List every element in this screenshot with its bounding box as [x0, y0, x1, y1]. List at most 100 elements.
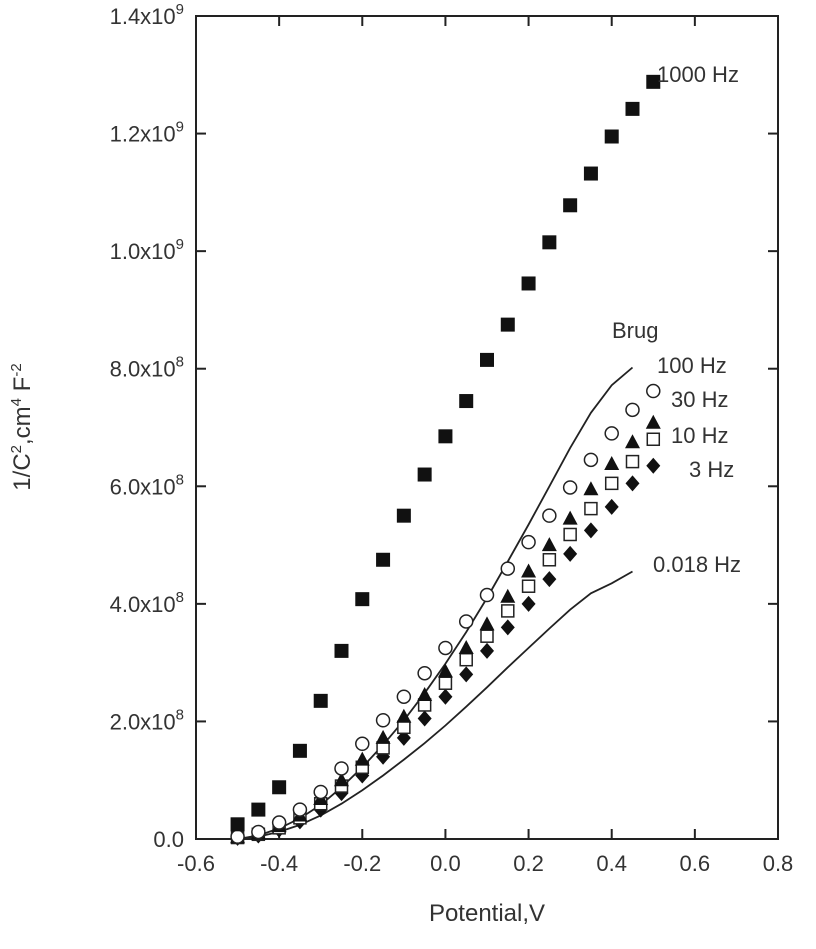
data-point-100-hz — [271, 815, 287, 830]
x-tick-label: -0.2 — [343, 851, 381, 876]
y-tick-mantissa: 1.0x10 — [110, 239, 176, 264]
data-point-30-hz — [417, 686, 433, 701]
data-point-1000-hz — [583, 166, 598, 181]
x-tick-label: 0.2 — [513, 851, 544, 876]
data-point-3-hz — [480, 642, 494, 659]
data-point-100-hz — [396, 689, 412, 704]
data-point-10-hz — [646, 432, 661, 447]
data-point-10-hz — [542, 553, 557, 567]
y-tick-exponent: 8 — [176, 354, 184, 371]
data-point-3-hz — [417, 710, 432, 727]
data-point-100-hz — [646, 383, 661, 399]
y-tick-exponent: 8 — [176, 589, 184, 606]
fit-curves — [237, 366, 634, 840]
y-tick-mantissa: 1.2x10 — [110, 122, 176, 147]
data-point-10-hz — [584, 501, 598, 516]
data-point-1000-hz — [438, 429, 453, 444]
x-tick-label: -0.6 — [177, 851, 215, 876]
data-point-30-hz — [645, 414, 661, 429]
label-10-hz: 10 Hz — [671, 423, 728, 448]
data-point-10-hz — [604, 476, 619, 491]
data-point-30-hz — [437, 663, 453, 678]
data-point-30-hz — [604, 455, 620, 470]
data-point-10-hz — [501, 604, 515, 618]
data-point-100-hz — [479, 587, 495, 603]
y-axis-ticks: 0.02.0x1084.0x1086.0x1088.0x1081.0x1091.… — [110, 1, 778, 852]
data-point-100-hz — [417, 665, 432, 681]
data-point-30-hz — [562, 510, 578, 525]
y-tick-label: 1.4x109 — [110, 1, 184, 29]
y-tick-exponent: 9 — [176, 1, 184, 18]
data-point-3-hz — [438, 688, 453, 705]
data-point-100-hz — [355, 736, 370, 752]
data-point-1000-hz — [646, 74, 661, 89]
data-point-30-hz — [500, 588, 516, 603]
data-point-30-hz — [458, 639, 474, 654]
data-point-30-hz — [375, 729, 391, 744]
data-point-1000-hz — [459, 394, 474, 409]
data-point-100-hz — [438, 640, 453, 656]
data-point-10-hz — [563, 527, 577, 542]
label-100-hz: 100 Hz — [657, 353, 727, 378]
y-axis-title-mid: ,cm — [9, 406, 36, 445]
data-point-100-hz — [500, 561, 516, 576]
data-point-1000-hz — [625, 101, 640, 116]
data-point-1000-hz — [563, 198, 578, 213]
data-point-3-hz — [583, 522, 598, 539]
data-point-1000-hz — [292, 743, 307, 758]
data-point-1000-hz — [480, 352, 494, 367]
data-point-30-hz — [625, 434, 640, 449]
data-point-3-hz — [563, 545, 578, 562]
data-point-1000-hz — [500, 317, 515, 332]
data-point-30-hz — [521, 563, 537, 578]
x-axis-ticks: -0.6 -0.4 -0.2 0.0 0.2 0.4 0.6 0.8 — [177, 16, 793, 876]
data-point-1000-hz — [355, 592, 370, 607]
y-tick-exponent: 9 — [176, 119, 184, 136]
data-point-3-hz — [500, 619, 515, 636]
data-point-1000-hz — [313, 693, 328, 708]
data-point-100-hz — [604, 426, 619, 441]
y-tick-label: 2.0x108 — [110, 706, 184, 734]
y-tick-mantissa: 4.0x10 — [110, 592, 176, 617]
y-axis-title-main: 1/C — [9, 453, 36, 490]
y-tick-exponent: 9 — [176, 236, 184, 253]
data-point-10-hz — [438, 676, 453, 690]
data-point-30-hz — [583, 481, 599, 496]
data-point-30-hz — [354, 751, 370, 766]
x-axis-title: Potential,V — [429, 900, 545, 927]
data-point-3-hz — [625, 475, 640, 492]
data-point-100-hz — [251, 824, 266, 840]
label-30-hz: 30 Hz — [671, 387, 728, 412]
y-tick-label: 4.0x108 — [110, 589, 184, 617]
y-tick-mantissa: 6.0x10 — [110, 474, 176, 499]
curve-0-018-hz — [237, 570, 633, 840]
data-point-100-hz — [313, 784, 328, 800]
y-tick-mantissa: 1.4x10 — [110, 4, 176, 29]
data-point-1000-hz — [542, 235, 557, 250]
data-point-3-hz — [521, 595, 536, 612]
y-axis-title-sup3: -2 — [8, 363, 25, 376]
data-point-1000-hz — [251, 802, 266, 817]
x-tick-label: 0.6 — [680, 851, 711, 876]
curve-brug — [237, 366, 634, 840]
y-tick-label: 0.0 — [153, 827, 184, 852]
data-point-100-hz — [542, 508, 557, 523]
data-point-10-hz — [459, 652, 473, 667]
data-point-3-hz — [604, 498, 619, 515]
data-point-3-hz — [542, 571, 557, 588]
data-point-10-hz — [397, 720, 411, 735]
data-point-30-hz — [541, 537, 557, 552]
data-point-1000-hz — [230, 817, 245, 832]
data-point-100-hz — [625, 402, 640, 418]
data-point-30-hz — [396, 708, 412, 723]
data-point-100-hz — [583, 452, 599, 468]
y-tick-label: 8.0x108 — [110, 354, 184, 382]
x-tick-label: -0.4 — [260, 851, 298, 876]
y-axis-title-mid2: F — [9, 377, 36, 398]
data-point-100-hz — [562, 480, 578, 495]
plot-frame — [195, 15, 779, 840]
y-tick-label: 1.2x109 — [110, 119, 184, 147]
data-point-100-hz — [334, 761, 349, 776]
x-tick-label: 0.4 — [596, 851, 627, 876]
